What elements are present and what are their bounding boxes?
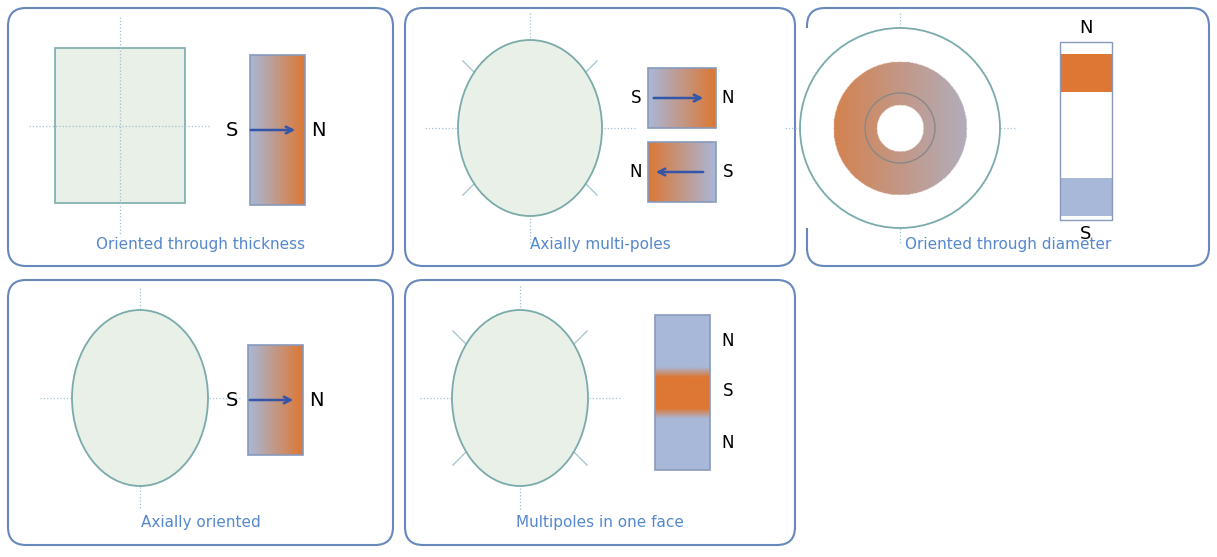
Text: N: N bbox=[722, 433, 734, 452]
Text: N: N bbox=[309, 390, 324, 409]
Text: N: N bbox=[310, 120, 325, 139]
Text: S: S bbox=[226, 390, 239, 409]
Bar bbox=[1060, 42, 1112, 220]
Text: S: S bbox=[630, 89, 641, 107]
FancyBboxPatch shape bbox=[9, 8, 393, 266]
Bar bbox=[655, 315, 710, 470]
Text: Oriented through diameter: Oriented through diameter bbox=[904, 237, 1111, 252]
Text: Axially multi-poles: Axially multi-poles bbox=[529, 237, 671, 252]
Ellipse shape bbox=[458, 40, 602, 216]
Bar bbox=[1060, 54, 1112, 92]
Text: N: N bbox=[1079, 19, 1093, 37]
Text: Multipoles in one face: Multipoles in one face bbox=[516, 515, 684, 530]
Text: S: S bbox=[1081, 225, 1092, 243]
Text: S: S bbox=[723, 383, 734, 400]
Text: Oriented through thickness: Oriented through thickness bbox=[96, 237, 305, 252]
Text: S: S bbox=[226, 120, 239, 139]
Text: Axially oriented: Axially oriented bbox=[141, 515, 260, 530]
Ellipse shape bbox=[452, 310, 588, 486]
Ellipse shape bbox=[72, 310, 208, 486]
Bar bbox=[55, 48, 185, 203]
Text: N: N bbox=[722, 331, 734, 349]
Bar bbox=[1060, 178, 1112, 216]
Text: N: N bbox=[722, 89, 734, 107]
FancyBboxPatch shape bbox=[405, 280, 795, 545]
Bar bbox=[647, 68, 716, 128]
Bar bbox=[1060, 42, 1112, 220]
FancyBboxPatch shape bbox=[807, 8, 1208, 266]
FancyBboxPatch shape bbox=[405, 8, 795, 266]
Text: N: N bbox=[629, 163, 643, 181]
Text: S: S bbox=[723, 163, 734, 181]
FancyBboxPatch shape bbox=[9, 280, 393, 545]
Bar bbox=[249, 55, 305, 205]
Bar bbox=[647, 142, 716, 202]
Bar bbox=[248, 345, 303, 455]
